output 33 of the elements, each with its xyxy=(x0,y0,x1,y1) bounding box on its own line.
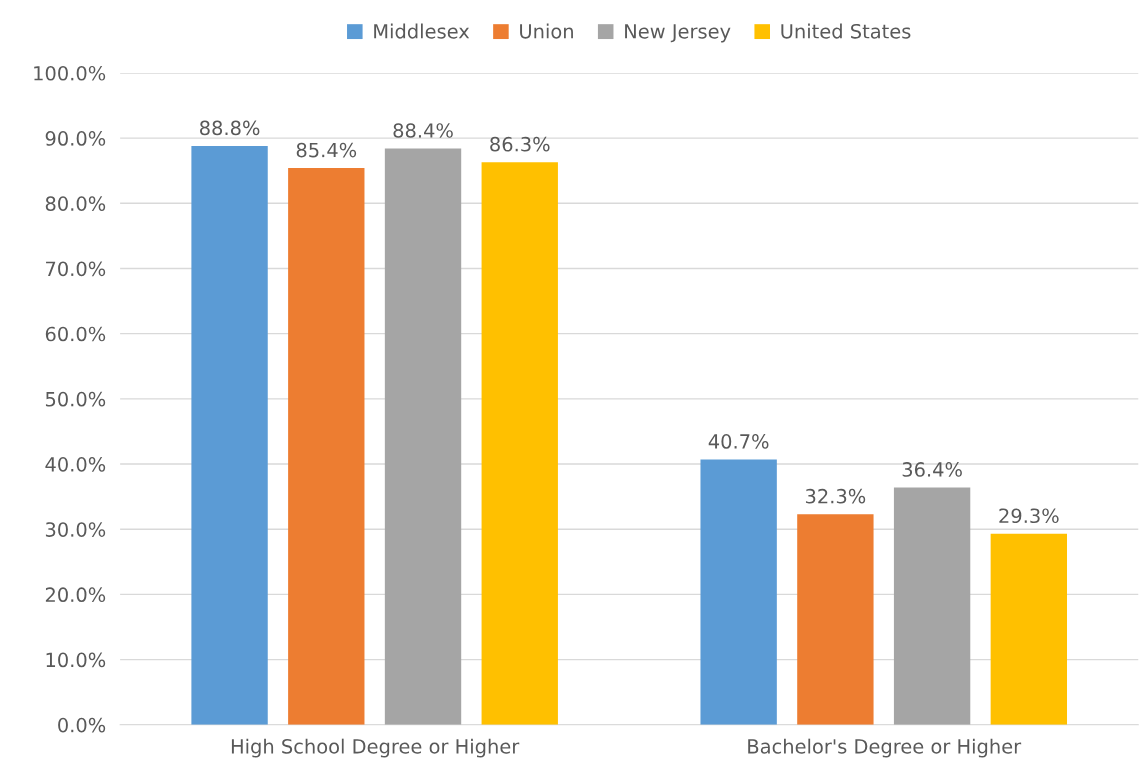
y-tick-label: 70.0% xyxy=(46,261,106,277)
y-tick-label: 100.0% xyxy=(34,65,106,81)
legend-label: New Jersey xyxy=(625,24,731,43)
y-tick-label: 90.0% xyxy=(45,131,106,146)
bar xyxy=(700,459,777,725)
bar xyxy=(990,533,1068,725)
data-label: 86.3% xyxy=(490,136,550,152)
legend-label: United States xyxy=(781,23,911,39)
legend-label: Middlesex xyxy=(374,23,470,39)
legend-label: Union xyxy=(520,23,573,39)
y-tick-label: 40.0% xyxy=(45,457,106,472)
data-label: 88.8% xyxy=(200,120,260,136)
data-label: 40.7% xyxy=(708,434,769,449)
data-label: 88.4% xyxy=(393,123,453,138)
y-tick-label: 50.0% xyxy=(45,391,106,407)
y-tick-label: 20.0% xyxy=(45,587,106,603)
y-tick-label: 60.0% xyxy=(45,326,106,342)
bar xyxy=(191,145,268,725)
bar xyxy=(288,168,365,725)
bar xyxy=(797,514,874,725)
data-label: 32.3% xyxy=(805,488,866,504)
bar xyxy=(481,162,558,725)
data-label: 36.4% xyxy=(902,462,962,477)
x-tick-label: Bachelor's Degree or Higher xyxy=(748,738,1022,758)
data-label: 85.4% xyxy=(296,142,357,158)
x-tick-label: High School Degree or Higher xyxy=(231,738,520,758)
bar xyxy=(893,487,971,725)
data-label: 29.3% xyxy=(999,508,1059,524)
y-tick-label: 0.0% xyxy=(58,717,106,733)
y-tick-label: 30.0% xyxy=(45,522,106,537)
bar xyxy=(384,148,462,725)
y-tick-label: 10.0% xyxy=(46,652,106,668)
y-tick-label: 80.0% xyxy=(45,196,106,211)
